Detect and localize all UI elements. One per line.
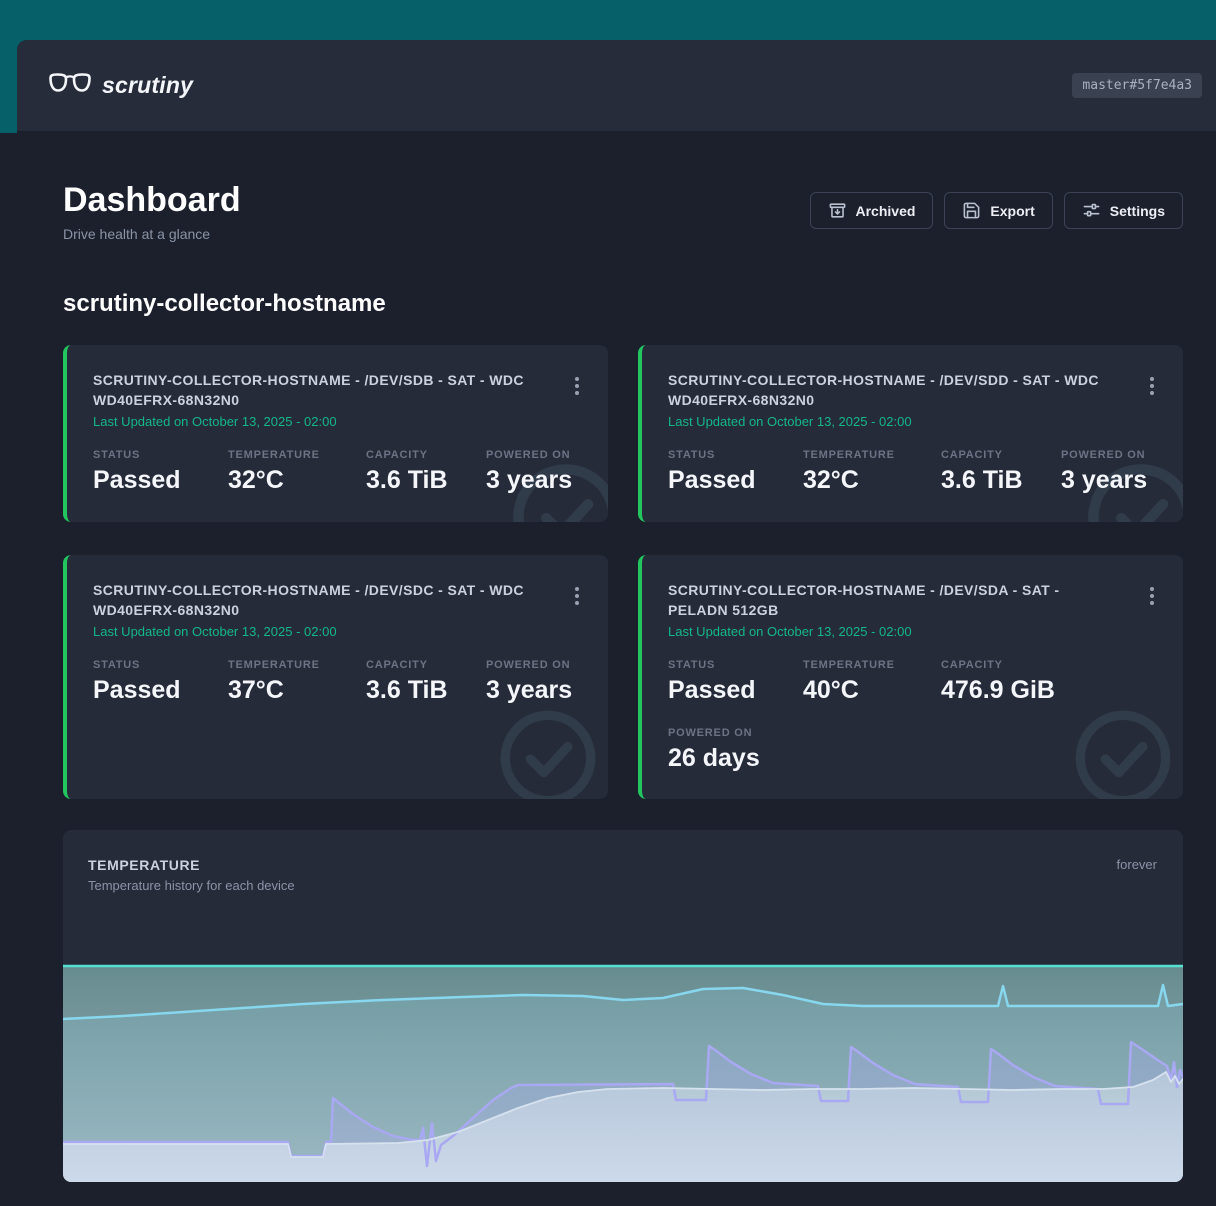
archived-button[interactable]: Archived xyxy=(809,192,934,229)
stat-label: Capacity xyxy=(366,659,428,671)
temperature-card: TEMPERATURE Temperature history for each… xyxy=(63,830,1183,1182)
archive-icon xyxy=(828,201,847,220)
stat-value: 3.6 TiB xyxy=(366,676,448,704)
logo-text: scrutiny xyxy=(102,72,194,98)
stat-label: Temperature xyxy=(228,449,320,461)
page-subtitle: Drive health at a glance xyxy=(63,226,211,242)
temperature-title: TEMPERATURE xyxy=(88,857,201,873)
drive-card-title: SCRUTINY-COLLECTOR-HOSTNAME - /DEV/SDD -… xyxy=(668,372,1099,408)
stat-value: 37°C xyxy=(228,676,284,704)
stat-value: 3.6 TiB xyxy=(941,466,1023,494)
host-title: scrutiny-collector-hostname xyxy=(63,290,386,317)
drive-card-sdc: SCRUTINY-COLLECTOR-HOSTNAME - /DEV/SDC -… xyxy=(63,555,608,799)
stat-value: Passed xyxy=(93,676,181,704)
stat-label: Powered On xyxy=(486,449,571,461)
drive-card-updated: Last Updated on October 13, 2025 - 02:00 xyxy=(93,624,337,639)
stat-value: 476.9 GiB xyxy=(941,676,1055,704)
drive-card-sdd: SCRUTINY-COLLECTOR-HOSTNAME - /DEV/SDD -… xyxy=(638,345,1183,522)
stat-label: Status xyxy=(668,449,716,461)
header-actions: Archived Export xyxy=(809,192,1183,229)
stat-label: Capacity xyxy=(366,449,428,461)
toolbar: scrutiny master#5f7e4a3 xyxy=(17,40,1216,131)
temperature-subtitle: Temperature history for each device xyxy=(88,878,295,893)
drive-card-stats: Status Passed Temperature 32°C Capacity 3.6… xyxy=(668,449,1163,495)
page-title: Dashboard xyxy=(63,181,241,219)
drive-card-title: SCRUTINY-COLLECTOR-HOSTNAME - /DEV/SDB -… xyxy=(93,372,524,408)
kebab-menu-icon[interactable] xyxy=(1146,373,1158,399)
settings-button-label: Settings xyxy=(1109,202,1165,219)
stat-value: 32°C xyxy=(803,466,859,494)
kebab-menu-icon[interactable] xyxy=(571,373,583,399)
stat-label: Status xyxy=(93,449,141,461)
drive-card-sdb: SCRUTINY-COLLECTOR-HOSTNAME - /DEV/SDB -… xyxy=(63,345,608,522)
temperature-card-head: TEMPERATURE Temperature history for each… xyxy=(63,830,1183,893)
kebab-menu-icon[interactable] xyxy=(1146,583,1158,609)
page-title-block: Dashboard Drive health at a glance xyxy=(63,181,241,243)
drive-card-title: SCRUTINY-COLLECTOR-HOSTNAME - /DEV/SDA -… xyxy=(668,582,1060,618)
drive-cards-grid: SCRUTINY-COLLECTOR-HOSTNAME - /DEV/SDB -… xyxy=(63,345,1183,799)
save-icon xyxy=(962,201,981,220)
version-badge: master#5f7e4a3 xyxy=(1072,73,1202,98)
stat-label: Capacity xyxy=(941,659,1003,671)
drive-card-stats: Status Passed Temperature 32°C Capacity 3.6… xyxy=(93,449,588,495)
drive-card-updated: Last Updated on October 13, 2025 - 02:00 xyxy=(668,624,912,639)
stat-label: Powered On xyxy=(1061,449,1146,461)
stat-label: Capacity xyxy=(941,449,1003,461)
stat-value: 3 years xyxy=(1061,466,1148,494)
stat-label: Temperature xyxy=(803,449,895,461)
stat-value: 32°C xyxy=(228,466,284,494)
stat-value: Passed xyxy=(93,466,181,494)
stat-value: 3.6 TiB xyxy=(366,466,448,494)
page-head: Dashboard Drive health at a glance Archi… xyxy=(63,183,1183,242)
glasses-icon xyxy=(48,71,92,100)
app-panel: scrutiny master#5f7e4a3 Dashboard Drive … xyxy=(17,40,1216,1206)
drive-card-updated: Last Updated on October 13, 2025 - 02:00 xyxy=(93,414,337,429)
temperature-range-selector[interactable]: forever xyxy=(1116,857,1157,872)
sliders-icon xyxy=(1082,201,1101,220)
dashboard-content: Dashboard Drive health at a glance Archi… xyxy=(17,131,1216,1182)
stat-label: Temperature xyxy=(228,659,320,671)
export-button-label: Export xyxy=(990,202,1035,219)
stat-label: Status xyxy=(668,659,716,671)
drive-card-stats: Status Passed Temperature 40°C Capacity 476… xyxy=(668,659,1163,773)
drive-card-stats: Status Passed Temperature 37°C Capacity 3.6… xyxy=(93,659,588,705)
stat-label: Powered On xyxy=(486,659,571,671)
temperature-chart xyxy=(63,962,1183,1182)
kebab-menu-icon[interactable] xyxy=(571,583,583,609)
stat-value: 40°C xyxy=(803,676,859,704)
drive-card-updated: Last Updated on October 13, 2025 - 02:00 xyxy=(668,414,912,429)
temperature-chart-svg xyxy=(63,964,1183,1182)
stat-value: 3 years xyxy=(486,466,573,494)
drive-card-title: SCRUTINY-COLLECTOR-HOSTNAME - /DEV/SDC -… xyxy=(93,582,524,618)
stat-label: Temperature xyxy=(803,659,895,671)
drive-card-sda: SCRUTINY-COLLECTOR-HOSTNAME - /DEV/SDA -… xyxy=(638,555,1183,799)
archived-button-label: Archived xyxy=(855,202,916,219)
stat-value: Passed xyxy=(668,466,756,494)
temperature-title-block: TEMPERATURE Temperature history for each… xyxy=(88,857,295,893)
stat-value: Passed xyxy=(668,676,756,704)
stat-label: Status xyxy=(93,659,141,671)
check-circle-watermark xyxy=(496,706,600,799)
export-button[interactable]: Export xyxy=(944,192,1053,229)
stat-value: 3 years xyxy=(486,676,573,704)
stat-value: 26 days xyxy=(668,744,760,772)
stat-label: Powered On xyxy=(668,727,753,739)
settings-button[interactable]: Settings xyxy=(1063,192,1183,229)
app-logo: scrutiny xyxy=(48,71,193,100)
